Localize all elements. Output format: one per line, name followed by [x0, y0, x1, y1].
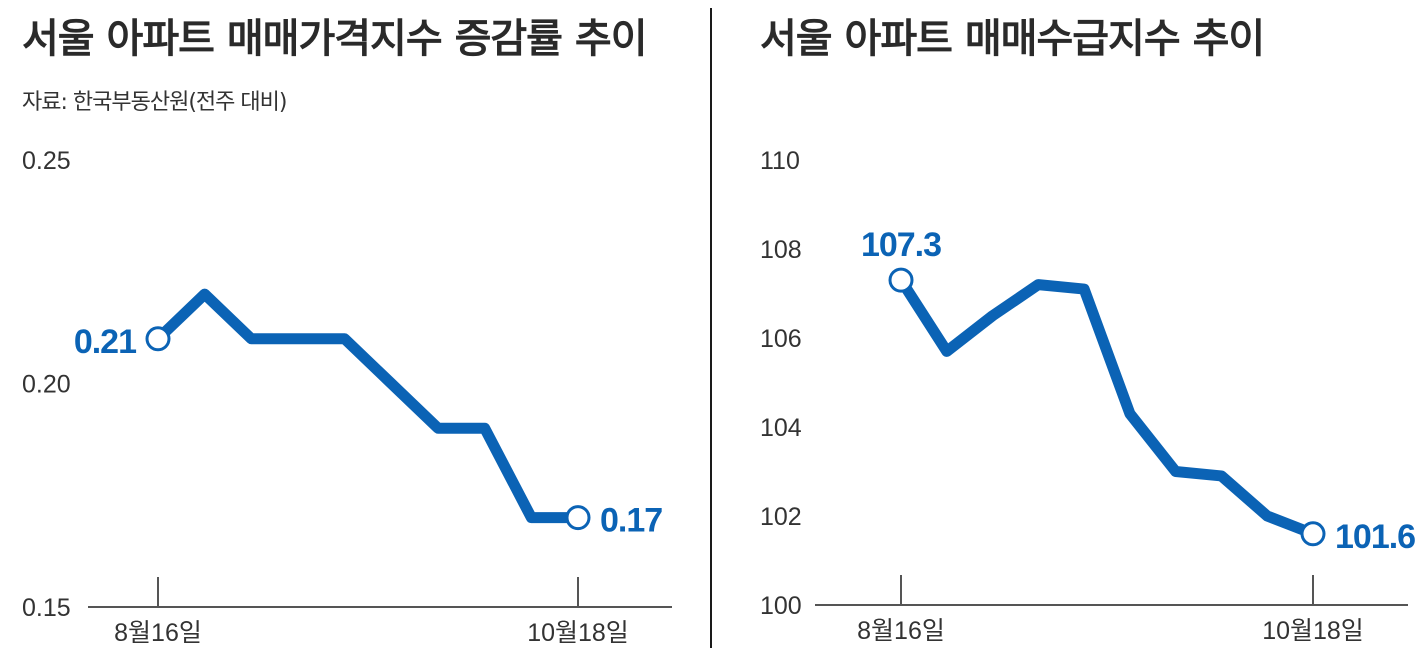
right-data-point	[1300, 521, 1326, 547]
left-series-line	[152, 288, 584, 524]
left-x-tick-label: 8월16일	[114, 619, 202, 647]
left-y-tick-label: 0.20	[22, 371, 71, 399]
right-chart-panel: 서울 아파트 매매수급지수 추이 110 108 106 104 102 100 8월16일…	[730, 0, 1425, 653]
left-chart-panel: 서울 아파트 매매가격지수 증감률 추이 자료: 한국부동산원(전주 대비) 0…	[0, 0, 700, 653]
right-y-tick-label: 106	[760, 325, 802, 353]
right-data-point	[888, 267, 914, 293]
left-data-label: 0.17	[600, 502, 662, 540]
right-y-tick-label: 108	[760, 236, 802, 264]
right-series-line	[895, 274, 1319, 540]
left-data-point	[145, 326, 171, 352]
left-chart-title: 서울 아파트 매매가격지수 증감률 추이	[22, 16, 648, 62]
right-y-tick-label: 104	[760, 414, 802, 442]
right-x-tick-label: 8월16일	[857, 617, 945, 645]
right-y-tick-label: 110	[760, 147, 800, 175]
left-data-label: 0.21	[74, 323, 136, 361]
left-line-chart: 0.25 0.20 0.15 8월16일 10월18일 0.21 0.17	[22, 147, 672, 647]
right-y-tick-label: 102	[760, 503, 802, 531]
right-line-chart: 110 108 106 104 102 100 8월16일 10월18일 107.3 101.6	[760, 147, 1416, 645]
right-x-tick-label: 10월18일	[1262, 617, 1364, 645]
right-data-label: 101.6	[1335, 518, 1415, 556]
right-chart-title: 서울 아파트 매매수급지수 추이	[760, 16, 1265, 62]
left-y-tick-label: 0.25	[22, 147, 71, 175]
right-data-label: 107.3	[861, 226, 941, 264]
left-chart-source: 자료: 한국부동산원(전주 대비)	[22, 90, 287, 115]
left-y-tick-label: 0.15	[22, 594, 71, 622]
panel-divider	[710, 8, 712, 648]
right-y-tick-label: 100	[760, 592, 802, 620]
left-data-point	[565, 505, 591, 531]
left-x-tick-label: 10월18일	[527, 619, 629, 647]
